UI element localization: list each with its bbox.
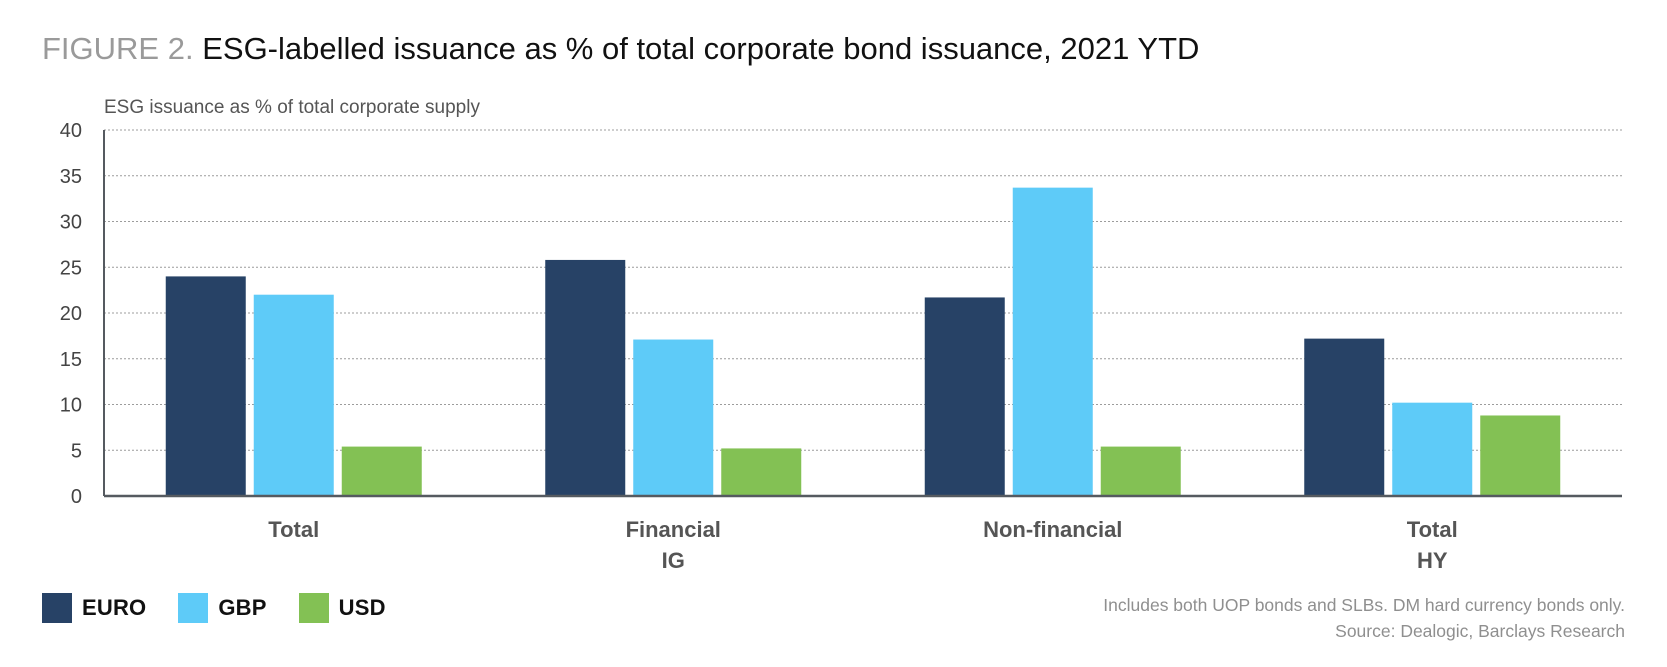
legend-item-usd: USD <box>298 593 386 623</box>
y-axis-label: ESG issuance as % of total corporate sup… <box>104 97 480 118</box>
y-tick-label: 20 <box>60 303 82 325</box>
figure-title-text: ESG-labelled issuance as % of total corp… <box>202 31 1200 66</box>
chart-notes: Includes both UOP bonds and SLBs. DM har… <box>1103 592 1625 644</box>
bar-usd-1 <box>721 448 802 496</box>
y-tick-label: 30 <box>60 212 82 234</box>
x-category-label: Non-financial <box>983 517 1122 542</box>
y-tick-label: 15 <box>60 349 82 371</box>
legend-swatch-usd <box>298 593 329 623</box>
y-tick-label: 0 <box>71 486 82 508</box>
bar-usd-2 <box>1100 446 1181 496</box>
bar-gbp-0 <box>253 294 334 496</box>
x-category-label: Financial <box>626 517 721 542</box>
bars <box>165 187 1561 496</box>
legend-swatch-gbp <box>178 593 209 623</box>
bar-gbp-3 <box>1392 402 1473 496</box>
note-line: Includes both UOP bonds and SLBs. DM har… <box>1103 595 1625 615</box>
y-tick-labels: 0 5 10 15 20 25 30 35 40 <box>60 120 82 508</box>
bar-gbp-1 <box>633 339 714 496</box>
bar-usd-0 <box>341 446 422 496</box>
legend-swatch-euro <box>42 593 72 623</box>
bar-euro-3 <box>1304 338 1385 496</box>
x-category-label: HY <box>1417 548 1448 573</box>
legend-label-usd: USD <box>338 595 386 620</box>
legend-item-euro: EURO <box>42 593 146 623</box>
y-tick-label: 25 <box>60 257 82 279</box>
x-category-label: IG <box>662 548 685 573</box>
bar-euro-0 <box>165 276 246 496</box>
bar-usd-3 <box>1480 415 1561 496</box>
axes <box>103 130 1622 498</box>
x-category-label: Total <box>268 517 319 542</box>
bar-euro-2 <box>924 297 1005 496</box>
x-category-label: Total <box>1407 517 1458 542</box>
y-tick-label: 5 <box>71 440 82 462</box>
source-line: Source: Dealogic, Barclays Research <box>1335 621 1625 641</box>
legend: EURO GBP USD <box>42 593 418 623</box>
legend-item-gbp: GBP <box>178 593 266 623</box>
bar-euro-1 <box>545 259 626 496</box>
figure-number: FIGURE 2. <box>42 31 194 66</box>
legend-label-euro: EURO <box>82 595 147 620</box>
figure-title: FIGURE 2. ESG-labelled issuance as % of … <box>42 30 1199 68</box>
bar-gbp-2 <box>1012 187 1093 496</box>
legend-label-gbp: GBP <box>218 595 267 620</box>
x-category-labels: Total Financial IG Non-financial Total HY <box>268 517 1457 573</box>
y-tick-label: 40 <box>60 120 82 142</box>
y-tick-label: 35 <box>60 166 82 188</box>
y-tick-label: 10 <box>60 395 82 417</box>
